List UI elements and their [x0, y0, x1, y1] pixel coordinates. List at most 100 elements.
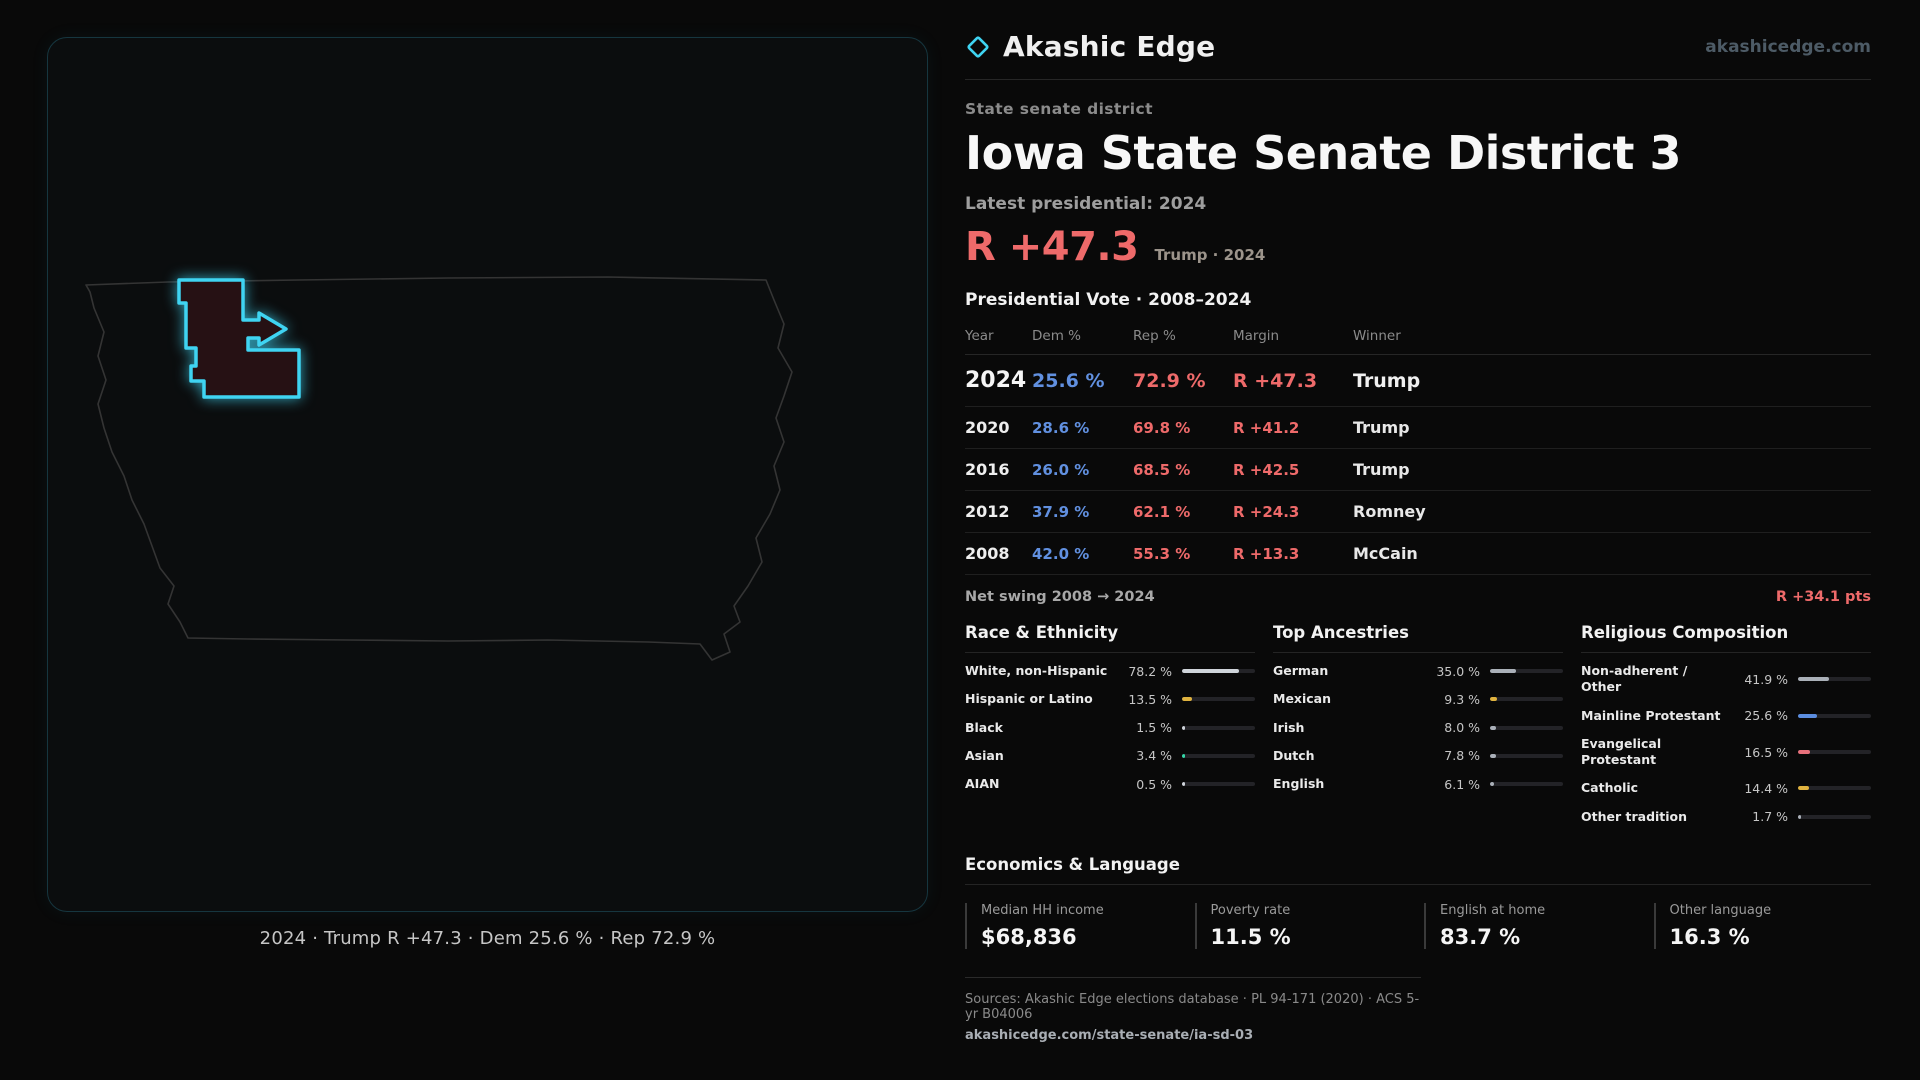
- dem-cell: 25.6 %: [1032, 369, 1105, 392]
- map-panel[interactable]: [47, 37, 928, 912]
- stat-value: 11.5 %: [1210, 924, 1291, 949]
- stat-english-at-home: English at home 83.7 %: [1424, 902, 1642, 949]
- demo-row: Irish 8.0 %: [1273, 714, 1563, 742]
- demo-bar: [1798, 677, 1871, 682]
- demo-bar: [1490, 725, 1563, 730]
- permalink[interactable]: akashicedge.com/state-senate/ia-sd-03: [965, 1027, 1254, 1043]
- year-cell: 2012: [965, 502, 1010, 521]
- demo-value: 8.0 %: [1444, 720, 1480, 736]
- stat-median-income: Median HH income $68,836: [965, 902, 1183, 949]
- demo-label: Dutch: [1273, 747, 1315, 763]
- margin-cell: R +13.3: [1233, 544, 1300, 563]
- year-cell: 2020: [965, 418, 1010, 437]
- district-shape[interactable]: [177, 278, 301, 399]
- margin-context: Trump · 2024: [1154, 246, 1266, 264]
- vote-table: Year Dem % Rep % Margin Winner 2024 25.6…: [965, 320, 1871, 575]
- demo-row: Non-adherent / Other 41.9 %: [1581, 657, 1871, 702]
- demo-label: English: [1273, 776, 1325, 791]
- table-row: 2020 28.6 % 69.8 % R +41.2 Trump: [965, 407, 1871, 449]
- demo-label: Black: [965, 719, 1003, 735]
- brand: Akashic Edge: [965, 30, 1215, 63]
- dem-cell: 37.9 %: [1032, 502, 1090, 521]
- demo-bar: [1182, 782, 1255, 787]
- demo-label: German: [1273, 663, 1329, 678]
- demo-row: Evangelical Protestant 16.5 %: [1581, 730, 1871, 775]
- demo-bar: [1182, 669, 1255, 674]
- net-swing-value: R +34.1 pts: [1775, 589, 1871, 605]
- demo-value: 25.6 %: [1744, 708, 1788, 724]
- demo-label: Non-adherent / Other: [1581, 663, 1688, 695]
- winner-cell: Trump: [1353, 460, 1410, 479]
- app-header: Akashic Edge akashicedge.com: [965, 30, 1871, 80]
- stat-label: Median HH income: [981, 902, 1104, 918]
- rep-cell: 62.1 %: [1133, 502, 1191, 521]
- table-row: 2008 42.0 % 55.3 % R +13.3 McCain: [965, 533, 1871, 575]
- latest-label: Latest presidential: 2024: [965, 194, 1207, 214]
- col-dem: Dem %: [1032, 328, 1081, 344]
- year-cell: 2008: [965, 544, 1010, 563]
- demo-label: Mainline Protestant: [1581, 707, 1721, 723]
- demo-bar: [1798, 786, 1871, 791]
- demo-bar: [1490, 669, 1563, 674]
- demo-label: Evangelical Protestant: [1581, 735, 1662, 767]
- headline-margin: R +47.3 Trump · 2024: [965, 224, 1871, 270]
- race-title: Race & Ethnicity: [965, 623, 1255, 653]
- demo-bar: [1798, 713, 1871, 718]
- demo-bar: [1490, 782, 1563, 787]
- demo-label: Hispanic or Latino: [965, 691, 1093, 707]
- demo-value: 0.5 %: [1136, 776, 1172, 792]
- rep-cell: 72.9 %: [1133, 369, 1206, 392]
- iowa-outline: [85, 276, 793, 661]
- demo-label: Other tradition: [1581, 808, 1688, 824]
- stat-poverty-rate: Poverty rate 11.5 %: [1194, 902, 1413, 949]
- rep-cell: 55.3 %: [1133, 544, 1191, 563]
- religion-column: Religious Composition Non-adherent / Oth…: [1581, 623, 1871, 831]
- demo-bar: [1798, 814, 1871, 819]
- footer: Sources: Akashic Edge elections database…: [965, 976, 1421, 1043]
- col-rep: Rep %: [1133, 328, 1176, 344]
- table-header-row: Year Dem % Rep % Margin Winner: [965, 320, 1871, 355]
- map-caption: 2024 · Trump R +47.3 · Dem 25.6 % · Rep …: [259, 928, 716, 949]
- demo-bar: [1182, 753, 1255, 758]
- dem-cell: 42.0 %: [1032, 544, 1090, 563]
- demo-bar: [1490, 697, 1563, 702]
- demo-label: Irish: [1273, 719, 1305, 735]
- site-link[interactable]: akashicedge.com: [1705, 36, 1871, 57]
- demo-row: Other tradition 1.7 %: [1581, 803, 1871, 831]
- demo-value: 1.7 %: [1752, 809, 1788, 825]
- sources-text: Sources: Akashic Edge elections database…: [965, 991, 1420, 1022]
- demo-label: Mexican: [1273, 691, 1332, 707]
- winner-cell: McCain: [1353, 544, 1418, 563]
- stat-other-language: Other language 16.3 %: [1653, 902, 1872, 949]
- margin-value: R +47.3: [965, 224, 1139, 270]
- winner-cell: Trump: [1353, 418, 1410, 437]
- demo-label: Catholic: [1581, 780, 1639, 796]
- rep-cell: 68.5 %: [1133, 460, 1191, 479]
- table-row: 2012 37.9 % 62.1 % R +24.3 Romney: [965, 491, 1871, 533]
- demo-label: Asian: [965, 747, 1004, 763]
- stat-value: $68,836: [981, 924, 1077, 949]
- demo-row: Mexican 9.3 %: [1273, 685, 1563, 713]
- vote-table-title: Presidential Vote · 2008–2024: [965, 290, 1252, 310]
- demo-value: 9.3 %: [1444, 691, 1480, 707]
- demo-row: Catholic 14.4 %: [1581, 774, 1871, 802]
- demo-value: 14.4 %: [1744, 780, 1788, 796]
- demo-value: 35.0 %: [1436, 663, 1480, 679]
- demo-value: 6.1 %: [1444, 776, 1480, 792]
- demo-bar: [1490, 753, 1563, 758]
- religion-title: Religious Composition: [1581, 623, 1871, 653]
- demo-value: 1.5 %: [1136, 720, 1172, 736]
- demo-row: English 6.1 %: [1273, 770, 1563, 798]
- margin-cell: R +47.3: [1233, 369, 1318, 392]
- stat-value: 16.3 %: [1669, 924, 1750, 949]
- demo-bar: [1798, 750, 1871, 754]
- margin-cell: R +41.2: [1233, 418, 1300, 437]
- winner-cell: Romney: [1353, 502, 1426, 521]
- stat-label: Other language: [1669, 902, 1772, 918]
- district-kicker: State senate district: [965, 100, 1153, 118]
- demo-row: White, non-Hispanic 78.2 %: [965, 657, 1255, 685]
- brand-name: Akashic Edge: [1003, 30, 1216, 63]
- demo-row: Dutch 7.8 %: [1273, 742, 1563, 770]
- year-cell: 2024: [965, 368, 1027, 393]
- demographics-section: Race & Ethnicity White, non-Hispanic 78.…: [965, 623, 1871, 831]
